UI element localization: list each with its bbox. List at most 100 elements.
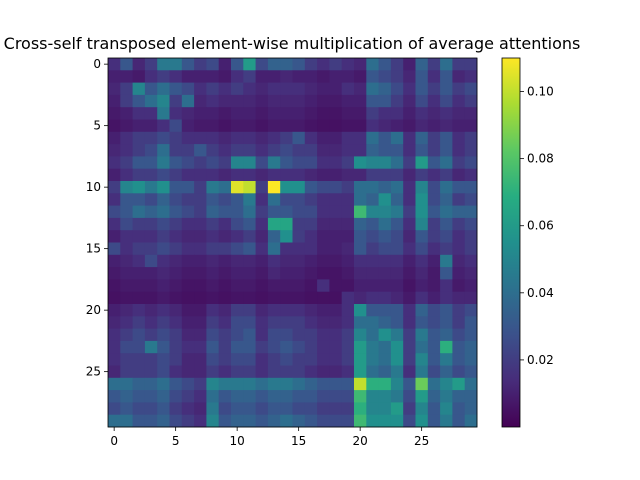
heatmap-cell [403, 181, 416, 194]
heatmap-cell [427, 377, 441, 391]
heatmap-cell [427, 107, 441, 120]
heatmap-cell [206, 230, 220, 243]
heatmap-cell [378, 377, 392, 391]
plot-frame [107, 57, 478, 428]
heatmap-cell [267, 340, 281, 354]
heatmap-cell [181, 291, 195, 305]
heatmap-cell [378, 267, 392, 280]
heatmap-cell [108, 168, 121, 182]
heatmap-cell [464, 267, 478, 280]
heatmap-cell [169, 181, 183, 194]
heatmap-cell [169, 205, 183, 219]
heatmap-cell [440, 168, 453, 182]
heatmap-cell [329, 279, 343, 293]
heatmap-cell [132, 94, 146, 108]
heatmap-cell [120, 217, 133, 231]
heatmap-cell [243, 291, 256, 305]
heatmap-cell [366, 365, 379, 379]
heatmap-cell [304, 414, 318, 428]
heatmap-cell [440, 254, 453, 268]
heatmap-cell [403, 168, 416, 182]
heatmap-cell [292, 291, 306, 305]
heatmap-cell [169, 340, 183, 354]
heatmap-cell [403, 205, 416, 219]
heatmap-cell [231, 340, 244, 354]
heatmap-cell [267, 82, 281, 96]
heatmap-cell [317, 414, 330, 428]
heatmap-cell [304, 230, 318, 243]
heatmap-cell [181, 390, 195, 403]
heatmap-cell [366, 119, 379, 133]
heatmap-cell [317, 340, 330, 354]
x-tick-label: 10 [230, 434, 245, 448]
heatmap-cell [169, 377, 183, 391]
heatmap-cell [378, 254, 392, 268]
heatmap-cell [390, 254, 404, 268]
heatmap-cell [390, 316, 404, 329]
heatmap-cell [415, 70, 429, 83]
heatmap-cell [390, 328, 404, 342]
heatmap-cell [243, 168, 256, 182]
heatmap-cell [157, 304, 170, 317]
heatmap-cell [304, 94, 318, 108]
heatmap-cell [267, 390, 281, 403]
heatmap-cell [304, 254, 318, 268]
heatmap-cell [304, 181, 318, 194]
heatmap-cell [231, 168, 244, 182]
heatmap-cell [452, 267, 466, 280]
heatmap-cell [292, 70, 306, 83]
heatmap-cell [255, 267, 269, 280]
heatmap-cell [354, 365, 367, 379]
heatmap-cell [181, 217, 195, 231]
heatmap-cell [255, 279, 269, 293]
heatmap-cell [366, 144, 379, 157]
heatmap-cell [427, 168, 441, 182]
heatmap-cell [415, 328, 429, 342]
heatmap-cell [304, 365, 318, 379]
heatmap-cell [317, 377, 330, 391]
heatmap-cell [440, 82, 453, 96]
heatmap-cell [255, 119, 269, 133]
heatmap-cell [218, 377, 232, 391]
heatmap-cell [464, 242, 478, 256]
heatmap-cell [464, 205, 478, 219]
heatmap-cell [329, 353, 343, 366]
heatmap-cell [427, 193, 441, 206]
heatmap-cell [132, 230, 146, 243]
heatmap-cell [144, 58, 158, 71]
heatmap-cell [452, 414, 466, 428]
colorbar-tick-label: 0.04 [527, 286, 554, 300]
heatmap-cell [132, 291, 146, 305]
heatmap-cell [206, 70, 220, 83]
heatmap-cell [255, 94, 269, 108]
heatmap-cell [169, 70, 183, 83]
heatmap-cell [108, 279, 121, 293]
heatmap-cell [267, 230, 281, 243]
heatmap-cell [317, 181, 330, 194]
heatmap-cell [218, 230, 232, 243]
heatmap-cell [304, 402, 318, 416]
heatmap-cell [243, 119, 256, 133]
heatmap-cell [354, 230, 367, 243]
heatmap-cell [415, 119, 429, 133]
heatmap-cell [403, 119, 416, 133]
heatmap-cell [304, 377, 318, 391]
heatmap-cell [157, 414, 170, 428]
colorbar-frame [501, 57, 521, 428]
heatmap-cell [366, 58, 379, 71]
heatmap-cell [218, 144, 232, 157]
heatmap-cell [366, 217, 379, 231]
heatmap-cell [317, 58, 330, 71]
heatmap-cell [132, 58, 146, 71]
heatmap-cell [280, 365, 293, 379]
heatmap-cell [427, 353, 441, 366]
x-tick-label: 0 [110, 434, 118, 448]
heatmap-cell [194, 94, 207, 108]
heatmap-cell [415, 144, 429, 157]
heatmap-cell [194, 414, 207, 428]
heatmap-cell [255, 365, 269, 379]
heatmap-cell [231, 119, 244, 133]
heatmap-cell [194, 377, 207, 391]
heatmap-cell [157, 58, 170, 71]
heatmap-cell [317, 242, 330, 256]
